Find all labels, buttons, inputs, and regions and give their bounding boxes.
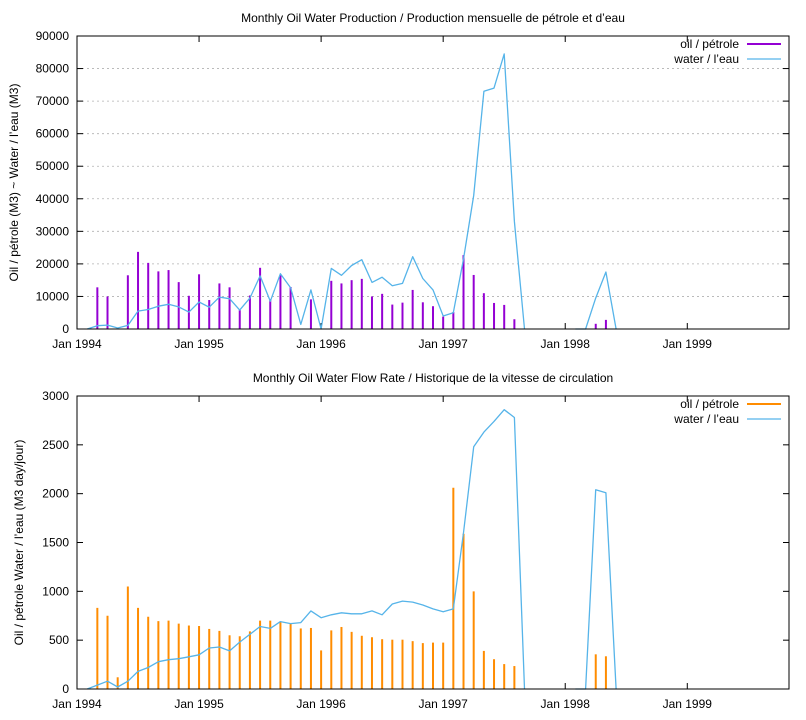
x-tick-label: Jan 1998 (541, 337, 591, 351)
production-chart: Monthly Oil Water Production / Productio… (7, 11, 790, 351)
x-tick-label: Jan 1995 (174, 697, 224, 711)
x-tick-label: Jan 1997 (418, 337, 468, 351)
chart-title: Monthly Oil Water Production / Productio… (241, 11, 625, 25)
y-tick-label: 500 (49, 633, 69, 647)
y-tick-label: 40000 (36, 192, 70, 206)
y-axis-label: Oil / pétrole Water / l’eau (M3 day/jour… (12, 440, 26, 646)
water-line (86, 409, 526, 690)
chart-title: Monthly Oil Water Flow Rate / Historique… (253, 371, 613, 385)
water-line (575, 271, 617, 330)
y-axis-label: Oil / pétrole (M3) ~ Water / l’eau (M3) (7, 84, 21, 282)
x-tick-label: Jan 1998 (541, 697, 591, 711)
plot-frame (76, 35, 790, 330)
water-line (86, 53, 526, 330)
x-tick-label: Jan 1997 (418, 697, 468, 711)
plot-frame (76, 395, 790, 690)
y-tick-label: 70000 (36, 94, 70, 108)
y-tick-label: 2000 (42, 487, 69, 501)
y-tick-label: 1000 (42, 584, 69, 598)
y-tick-label: 60000 (36, 127, 70, 141)
x-tick-label: Jan 1994 (52, 337, 102, 351)
y-tick-label: 10000 (36, 289, 70, 303)
x-tick-label: Jan 1999 (663, 337, 713, 351)
y-tick-label: 0 (62, 682, 69, 696)
x-tick-label: Jan 1996 (296, 697, 346, 711)
y-tick-label: 20000 (36, 257, 70, 271)
y-tick-label: 0 (62, 322, 69, 336)
y-tick-label: 1500 (42, 536, 69, 550)
y-tick-label: 2500 (42, 438, 69, 452)
legend-label: water / l’eau (673, 412, 739, 426)
x-tick-label: Jan 1999 (663, 697, 713, 711)
legend-label: oil / pétrole (680, 37, 739, 51)
legend-label: oil / pétrole (680, 397, 739, 411)
legend-label: water / l’eau (673, 52, 739, 66)
y-tick-label: 50000 (36, 159, 70, 173)
x-tick-label: Jan 1995 (174, 337, 224, 351)
y-tick-label: 3000 (42, 389, 69, 403)
y-tick-label: 90000 (36, 29, 70, 43)
y-tick-label: 30000 (36, 224, 70, 238)
x-tick-label: Jan 1994 (52, 697, 102, 711)
y-tick-label: 80000 (36, 62, 70, 76)
flow-rate-chart: Monthly Oil Water Flow Rate / Historique… (12, 371, 790, 711)
x-tick-label: Jan 1996 (296, 337, 346, 351)
